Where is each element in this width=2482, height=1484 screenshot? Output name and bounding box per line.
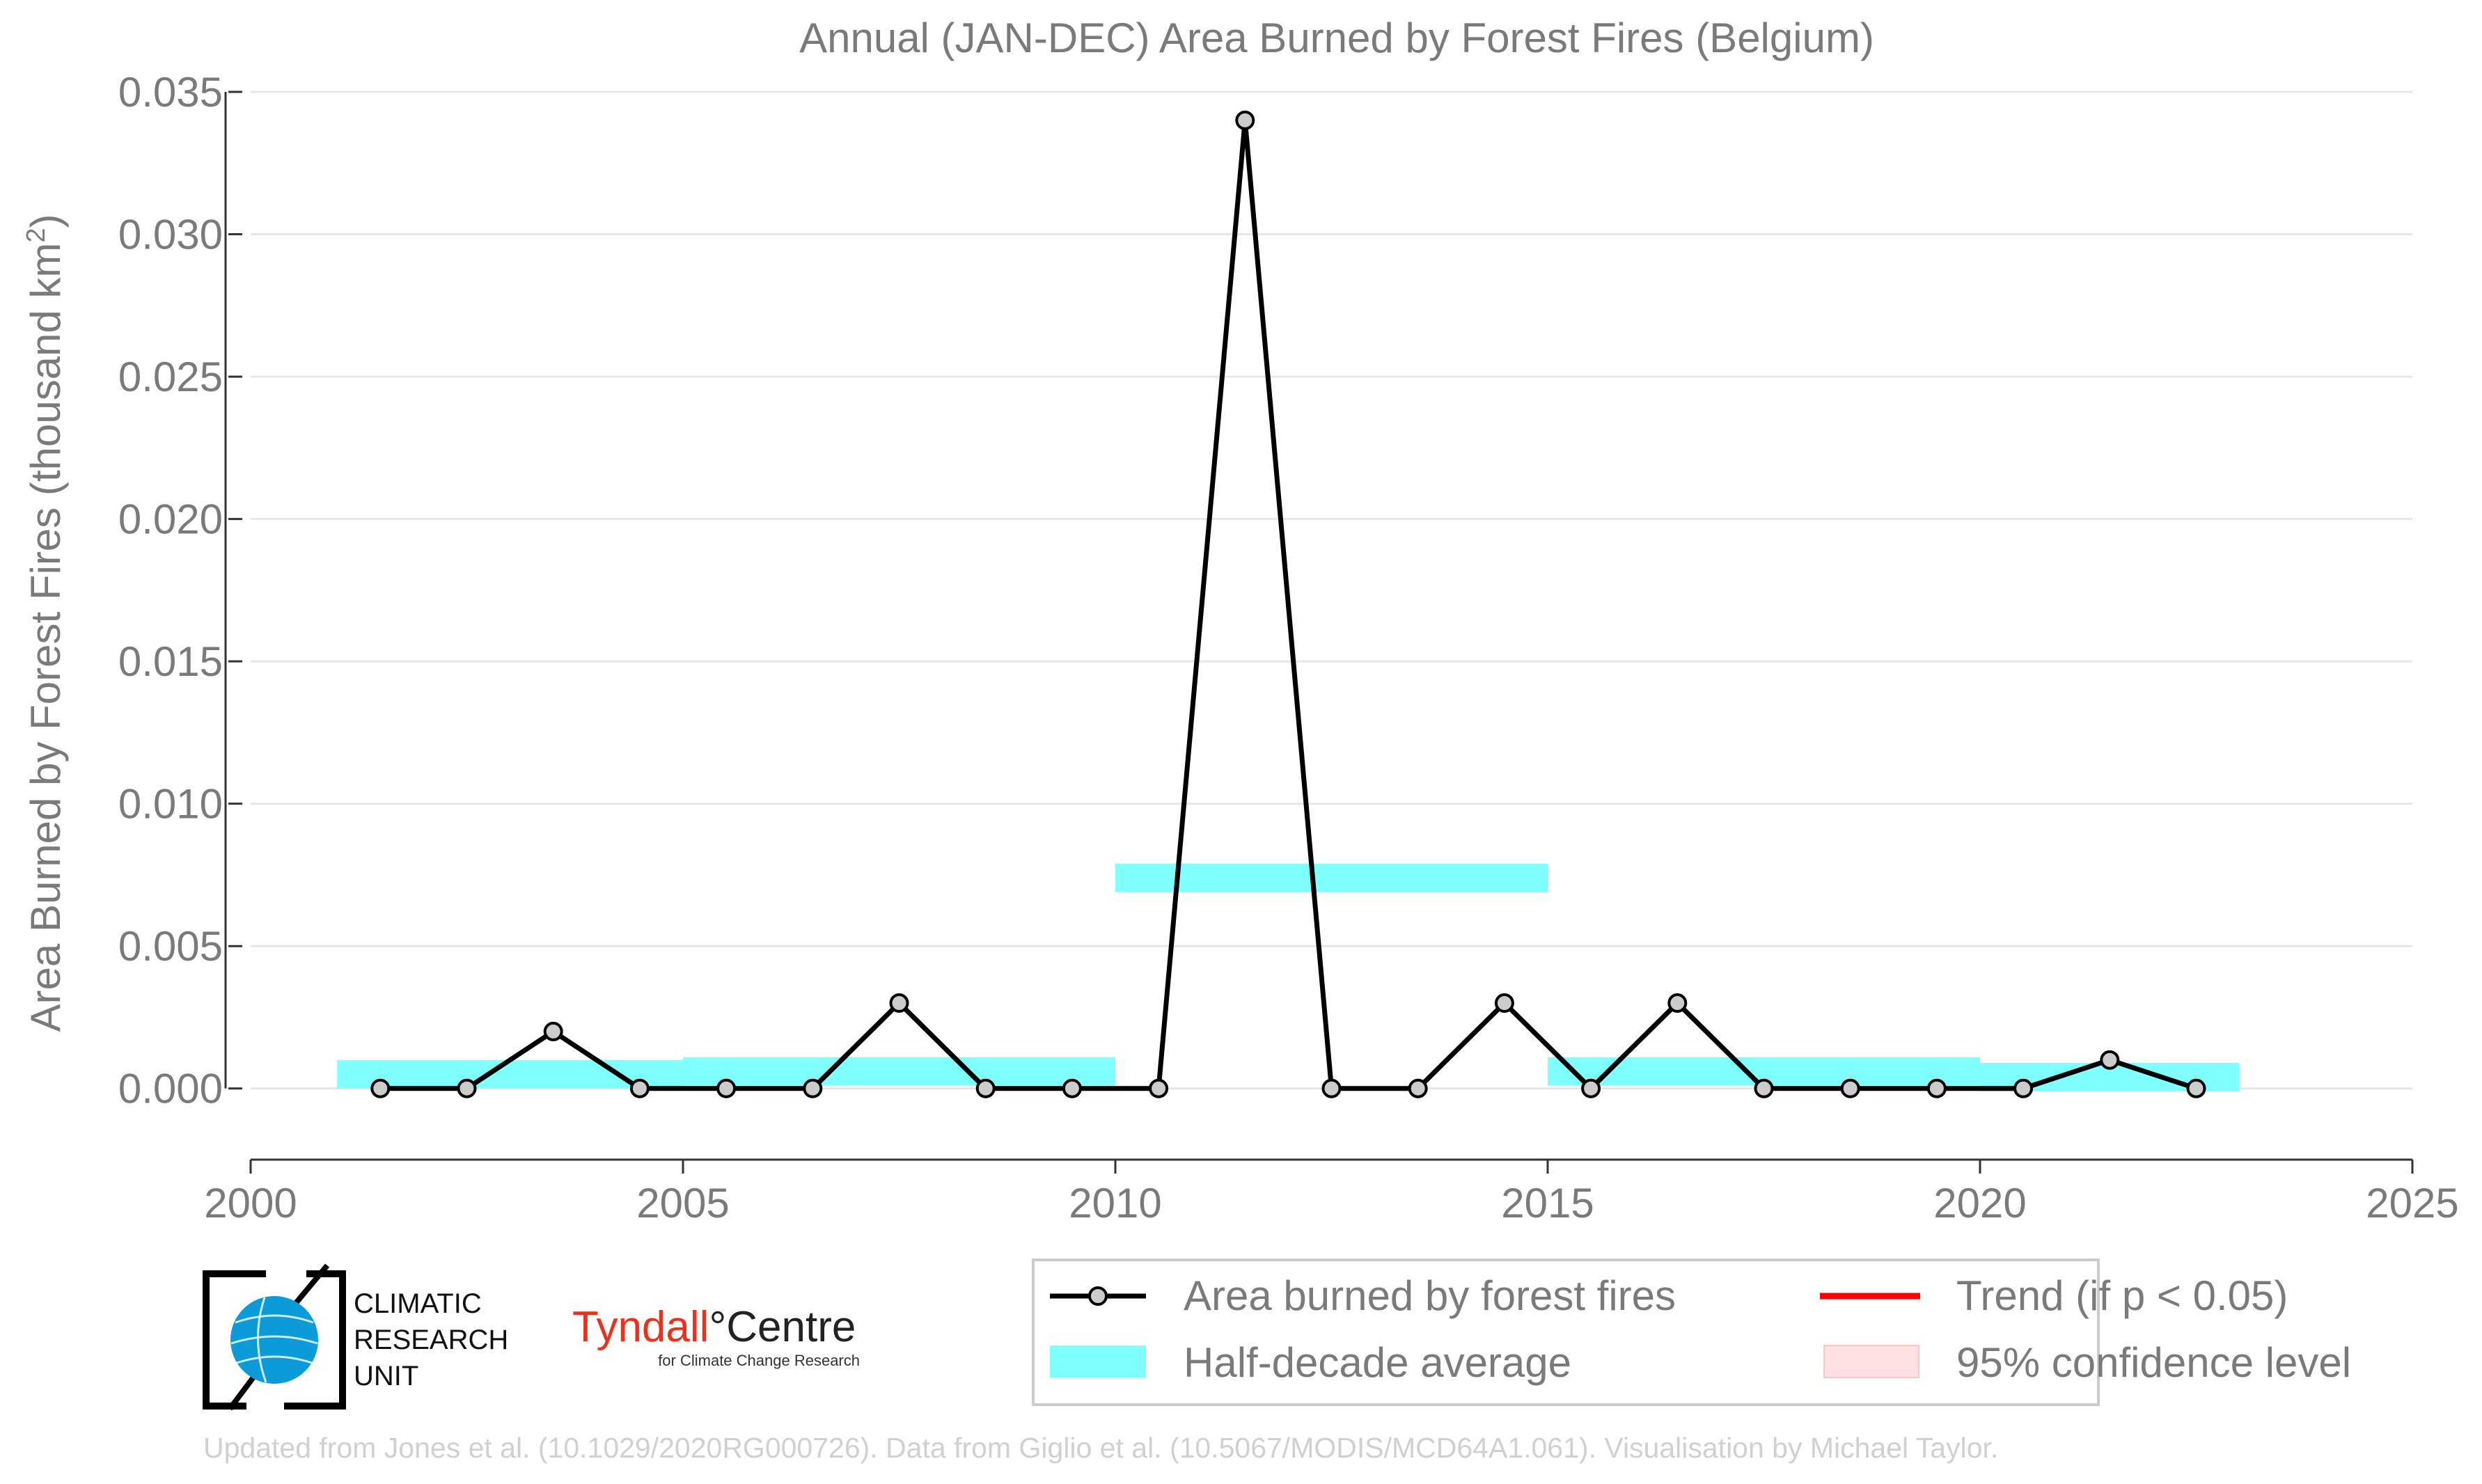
axes (224, 90, 2414, 1174)
x-tick-label: 2000 (204, 1180, 297, 1226)
data-point (1667, 993, 1688, 1013)
data-point (1840, 1078, 1860, 1098)
y-axis-label: Area Burned by Forest Fires (thousand km… (22, 214, 69, 1032)
chart-title: Annual (JAN-DEC) Area Burned by Forest F… (799, 15, 1874, 61)
globe-icon-lines (230, 1297, 318, 1383)
half-decade-bar (1115, 863, 1548, 892)
data-point (803, 1078, 823, 1098)
data-point (629, 1078, 650, 1098)
y-axis-label-sup: 2 (22, 228, 51, 243)
cru-logo-slash-bottom (227, 1373, 258, 1411)
x-tick-label: 2005 (636, 1180, 729, 1226)
data-point (1235, 110, 1255, 130)
data-point (457, 1078, 477, 1098)
data-point (2013, 1078, 2034, 1098)
tyndall-degree: ° (709, 1303, 726, 1351)
data-point (1926, 1078, 1947, 1098)
data-point (1494, 993, 1514, 1013)
data-point (716, 1078, 737, 1098)
tyndall-wordmark: Tyndall°Centre (572, 1303, 856, 1351)
series-line-path (380, 118, 2197, 1091)
data-point (1062, 1078, 1082, 1098)
data-point (1149, 1078, 1169, 1098)
data-point (889, 993, 909, 1013)
legend: Area burned by forest fires Half-decade … (1032, 1258, 2351, 1406)
data-point (543, 1021, 563, 1041)
y-tick-label: 0.035 (118, 69, 223, 116)
y-tick-label: 0.005 (118, 923, 223, 970)
x-tick-label: 2010 (1069, 1180, 1161, 1226)
legend-marker-swatch (1088, 1286, 1108, 1306)
cru-logo-frame-right (284, 1270, 346, 1410)
half-decade-bar (337, 1059, 683, 1089)
half-decade-bands (337, 863, 2240, 1091)
legend-label-series: Area burned by forest fires (1184, 1272, 1676, 1319)
data-point (975, 1078, 996, 1098)
y-tick-label: 0.025 (118, 354, 223, 400)
legend-label-confidence: 95% confidence level (1956, 1339, 2351, 1386)
data-point (1754, 1078, 1774, 1098)
series-line (370, 110, 2206, 1098)
y-tick-label: 0.020 (118, 496, 223, 543)
legend-label-trend: Trend (if p < 0.05) (1956, 1272, 2288, 1319)
y-tick-label: 0.000 (118, 1066, 223, 1112)
y-axis-label-main: Area Burned by Forest Fires (thousand km (22, 243, 69, 1032)
x-tick-label: 2015 (1501, 1180, 1594, 1226)
tyndall-subtitle: for Climate Change Research (658, 1352, 860, 1369)
tyndall-logo: Tyndall°Centre for Climate Change Resear… (572, 1303, 860, 1369)
legend-box (1032, 1258, 2100, 1406)
tyndall-centre: Centre (726, 1303, 856, 1351)
legend-confidence-swatch (1823, 1345, 1919, 1378)
data-point (1321, 1078, 1342, 1098)
y-tick-label: 0.010 (118, 781, 223, 828)
y-tick-label: 0.015 (118, 638, 223, 685)
data-point (1581, 1078, 1601, 1098)
data-point (2100, 1050, 2120, 1070)
cru-line-1: CLIMATIC (354, 1288, 482, 1319)
cru-logo-frame (203, 1270, 266, 1410)
cru-line-3: UNIT (354, 1361, 418, 1391)
tick-labels: 0.000 0.005 0.010 0.015 0.020 0.025 0.030 0.035… (118, 69, 2459, 1226)
data-point (1408, 1078, 1428, 1098)
gridlines (251, 90, 2412, 1090)
y-tick-label: 0.030 (118, 212, 223, 258)
cru-line-2: RESEARCH (354, 1325, 508, 1355)
data-point (2186, 1078, 2206, 1098)
cru-logo-slash-top (290, 1263, 330, 1309)
y-axis-label-end: ) (22, 214, 69, 228)
legend-band-swatch (1050, 1345, 1146, 1378)
legend-label-half-decade: Half-decade average (1184, 1339, 1571, 1386)
x-tick-label: 2025 (2366, 1180, 2458, 1226)
half-decade-bar (683, 1057, 1115, 1086)
cru-logo: CLIMATIC RESEARCH UNIT (203, 1263, 508, 1411)
x-tick-label: 2020 (1933, 1180, 2026, 1226)
tyndall-name: Tyndall (572, 1303, 709, 1351)
data-point (370, 1078, 391, 1098)
credit-line: Updated from Jones et al. (10.1029/2020R… (203, 1432, 1998, 1464)
